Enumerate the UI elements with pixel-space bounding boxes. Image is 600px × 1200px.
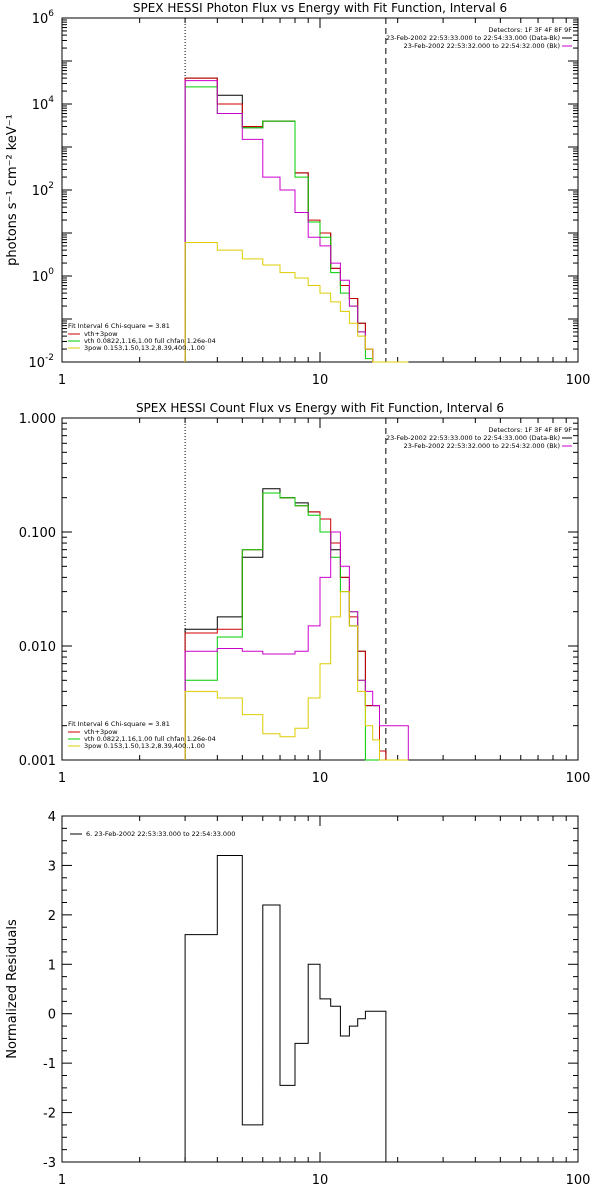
y-tick-label: 104 [32,95,55,113]
y-axis-label: photons s⁻¹ cm⁻² keV⁻¹ [5,114,20,266]
chart-title: SPEX HESSI Photon Flux vs Energy with Fi… [133,1,507,15]
y-tick-exponent: -2 [45,353,54,363]
legend-entry: vth 0.0822,1.16,1.00 full chfan 1.26e-04 [84,337,216,345]
legend-entry: 3pow 0.153,1.50,13.2,8.39,400.,1.00 [84,344,205,352]
y-tick-exponent: 0 [48,267,54,277]
legend-entry: 23-Feb-2002 22:53:32.000 to 22:54:32.000… [404,42,560,50]
legend-entry: 23-Feb-2002 22:53:33.000 to 22:54:33.000… [386,34,560,42]
chart-panel-2: SPEX HESSI Count Flux vs Energy with Fit… [19,401,591,786]
series-line-3 [184,86,409,363]
legend-detectors: Detectors: 1F 3F 4F 8F 9F [488,426,572,434]
series-line-4 [184,531,409,760]
series-line-4 [184,80,409,363]
y-tick-base: 10 [32,98,49,113]
series-line-5 [184,591,409,761]
legend-entry: vth+3pow [84,330,118,338]
y-tick-label: 4 [48,810,56,825]
series-line-1 [184,77,409,363]
legend-detectors: Detectors: 1F 3F 4F 8F 9F [488,26,572,34]
y-tick-exponent: 6 [48,9,54,19]
y-tick-base: 10 [32,270,49,285]
y-tick-base: 10 [32,12,49,27]
y-tick-label: 0.001 [19,754,56,769]
legend-entry: vth 0.0822,1.16,1.00 full chfan 1.26e-04 [84,735,216,743]
y-tick-label: -2 [43,1107,56,1122]
y-axis-ticks: 4 3 2 1 0 -1 -2 -3 [43,810,578,1171]
y-tick-label: -1 [43,1057,56,1072]
series-group [184,855,387,1162]
x-tick-label: 10 [312,373,329,388]
x-tick-label: 10 [312,771,329,786]
y-tick-label: 10-2 [28,353,54,371]
x-axis-ticks: 1 10 100 [58,18,591,388]
y-tick-label: -3 [43,1156,56,1171]
y-tick-label: 102 [32,181,54,199]
y-tick-exponent: 4 [48,95,54,105]
legend-entry: 23-Feb-2002 22:53:33.000 to 22:54:33.000… [386,434,560,442]
series-line-1 [184,855,387,1162]
x-tick-label: 100 [566,373,591,388]
y-axis-ticks: 1.000 0.100 0.010 0.001 [19,412,578,769]
x-tick-label: 1 [58,771,66,786]
series-line-2 [184,492,409,761]
plot-frame [61,17,579,363]
series-group [184,77,409,363]
legend-header: Fit Interval 6 Chi-square = 3.81 [68,322,170,330]
legend-bottom: Fit Interval 6 Chi-square = 3.81vth+3pow… [68,322,216,352]
legend-entry: 3pow 0.153,1.50,13.2,8.39,400.,1.00 [84,742,205,750]
x-tick-label: 1 [58,373,66,388]
y-tick-base: 10 [32,184,49,199]
y-tick-label: 0.010 [19,640,56,655]
y-axis-label: Normalized Residuals [5,919,20,1059]
series-group [184,488,409,761]
legend-header: Fit Interval 6 Chi-square = 3.81 [68,720,170,728]
series-line-2 [184,77,409,363]
y-tick-label: 100 [32,267,55,285]
x-axis-ticks: 1 10 100 [58,418,591,786]
x-tick-label: 1 [58,1173,66,1188]
y-tick-base: 10 [28,356,45,371]
y-tick-label: 3 [48,859,56,874]
y-tick-label: 1 [48,958,56,973]
y-tick-exponent: 2 [48,181,54,191]
series-line-3 [184,492,409,761]
x-axis-ticks: 1 10 100 [58,816,591,1188]
chart-panel-1: SPEX HESSI Photon Flux vs Energy with Fi… [5,1,590,388]
y-tick-label: 1.000 [19,412,56,427]
legend-entry: vth+3pow [84,728,118,736]
chart-title: SPEX HESSI Count Flux vs Energy with Fit… [136,401,504,415]
legend-entry: 23-Feb-2002 22:53:32.000 to 22:54:32.000… [404,442,560,450]
series-line-1 [184,488,409,761]
y-tick-label: 2 [48,909,56,924]
series-line-5 [184,242,409,363]
x-tick-label: 10 [312,1173,329,1188]
y-tick-label: 0.100 [19,526,56,541]
y-tick-label: 0 [48,1008,56,1023]
x-tick-label: 100 [566,1173,591,1188]
legend: 6. 23-Feb-2002 22:53:33.000 to 22:54:33.… [70,830,235,838]
y-tick-label: 106 [32,9,55,27]
legend-entry: 6. 23-Feb-2002 22:53:33.000 to 22:54:33.… [86,830,235,838]
x-tick-label: 100 [566,771,591,786]
legend-bottom: Fit Interval 6 Chi-square = 3.81vth+3pow… [68,720,216,750]
